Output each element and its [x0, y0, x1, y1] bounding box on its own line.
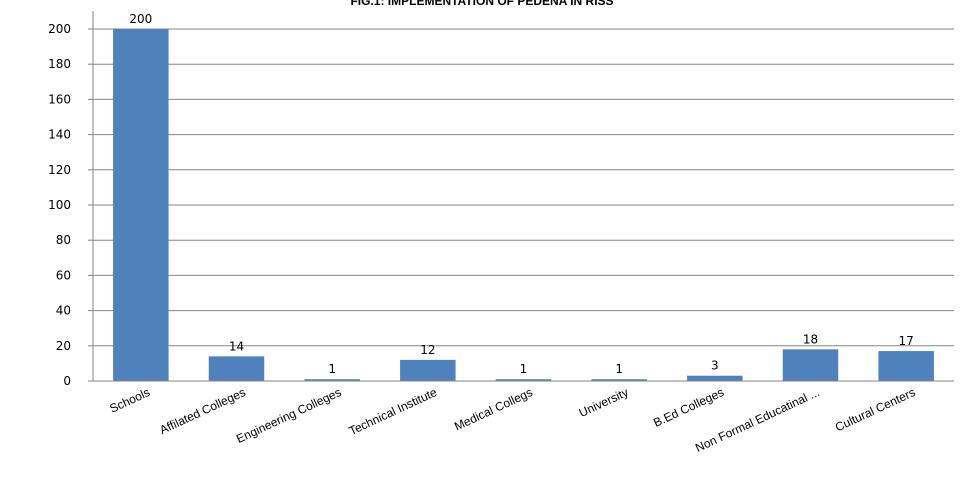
chart-title: FIG.1: IMPLEMENTATION OF PEDENA IN RISS — [350, 0, 613, 8]
y-tick-label: 200 — [48, 22, 71, 36]
y-tick-label: 80 — [56, 233, 71, 247]
axes — [92, 11, 954, 382]
bar — [687, 375, 743, 381]
x-tick-label: Cultural Centers — [833, 385, 917, 434]
x-tick-label: Affilated Colleges — [157, 385, 247, 437]
data-label: 3 — [711, 359, 719, 373]
x-tick-label: Schools — [107, 385, 152, 416]
bar — [782, 349, 839, 381]
bar — [495, 379, 552, 381]
bar — [304, 379, 360, 381]
data-label: 18 — [803, 332, 818, 346]
x-tick-label: University — [577, 385, 631, 420]
x-tick-label: Medical Collegs — [452, 385, 535, 433]
bar — [591, 379, 647, 381]
data-label: 17 — [899, 334, 914, 348]
y-tick-label: 140 — [48, 128, 71, 142]
bar — [113, 29, 169, 381]
y-tick-label: 60 — [56, 268, 71, 282]
x-tick-label: B.Ed Colleges — [651, 385, 726, 430]
y-tick-label: 20 — [56, 339, 71, 353]
data-labels: 200 14 1 12 1 1 3 18 17 — [129, 12, 913, 376]
bars — [113, 29, 934, 381]
x-tick-label: Technical Institute — [347, 385, 440, 438]
gridlines — [93, 28, 954, 347]
y-tick-label: 180 — [48, 57, 71, 71]
data-label: 1 — [615, 362, 623, 376]
y-tick-label: 40 — [56, 304, 71, 318]
y-tick-label: 0 — [63, 374, 71, 388]
data-label: 200 — [129, 12, 152, 26]
y-tick-label: 160 — [48, 92, 71, 106]
y-tick-label: 120 — [48, 163, 71, 177]
data-label: 1 — [520, 362, 528, 376]
data-label: 1 — [328, 362, 336, 376]
x-tick-label: Engineering Colleges — [234, 385, 343, 446]
y-axis-ticks: 0 20 40 60 80 100 120 140 160 180 200 — [48, 22, 93, 388]
bar — [878, 351, 934, 381]
y-tick-label: 100 — [48, 198, 71, 212]
data-label: 14 — [229, 339, 244, 353]
bar — [208, 356, 265, 381]
data-label: 12 — [420, 343, 435, 357]
bar — [400, 359, 456, 381]
